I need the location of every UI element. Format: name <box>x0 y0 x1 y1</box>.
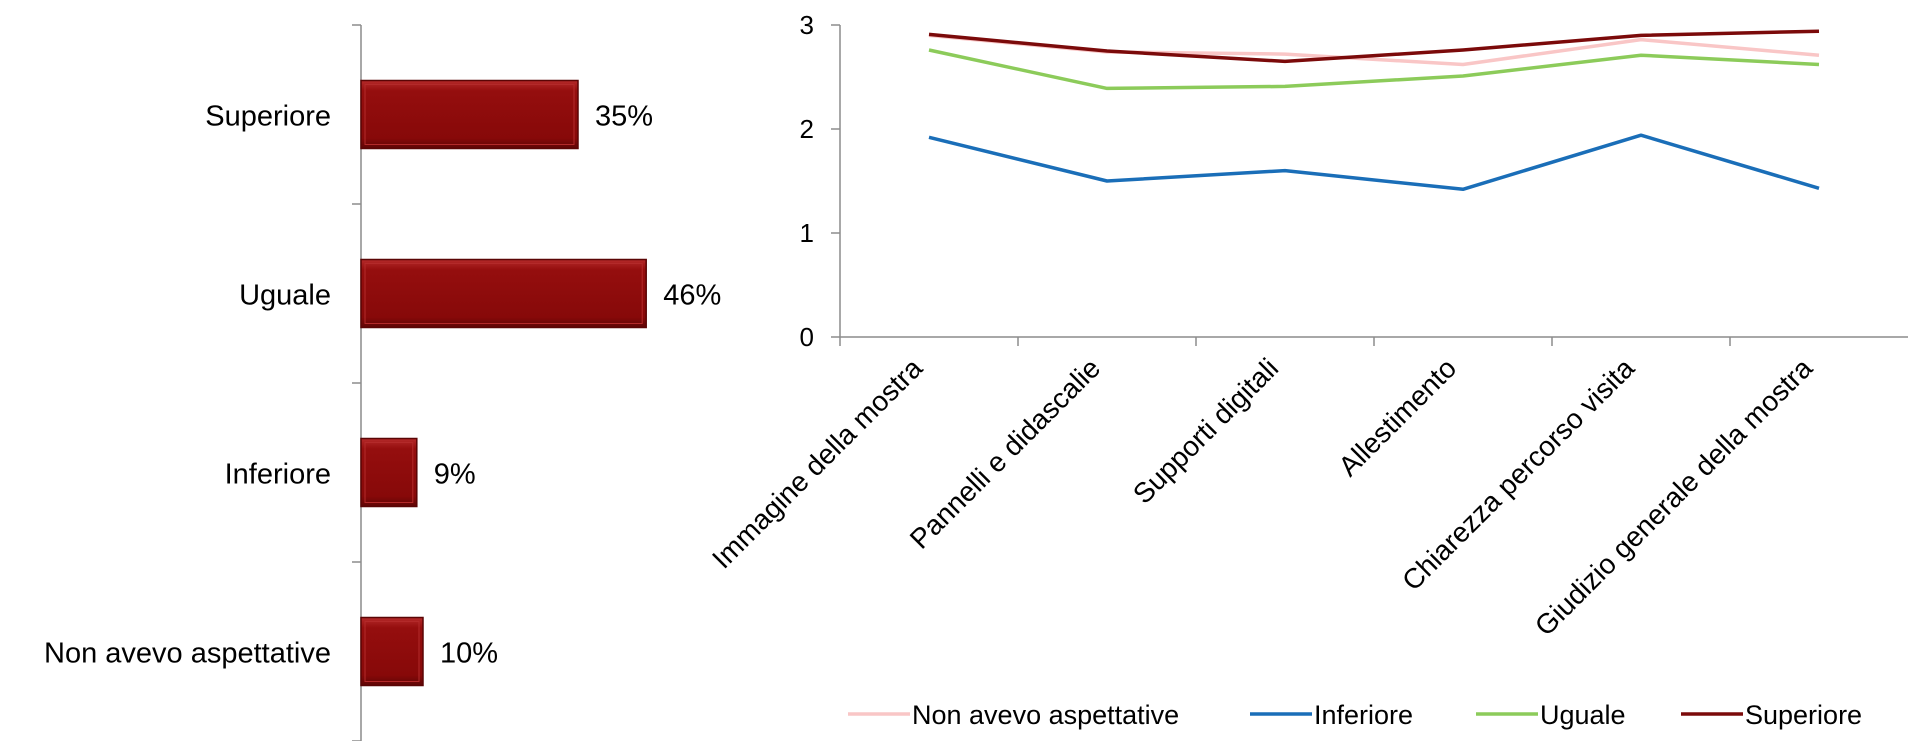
bar-category-label: Uguale <box>239 280 331 312</box>
bar-1 <box>360 258 647 329</box>
bar-2 <box>360 437 418 508</box>
line-category-label: Allestimento <box>1332 352 1462 482</box>
line-category-label: Giudizio generale della mostra <box>1529 352 1819 642</box>
legend-label: Uguale <box>1540 700 1626 730</box>
legend-label: Non avevo aspettative <box>912 700 1179 730</box>
line-y-tick-label: 0 <box>800 322 814 352</box>
bar-bevel-0 <box>364 84 575 145</box>
bar-value-label: 35% <box>595 101 653 133</box>
legend-label: Superiore <box>1745 700 1862 730</box>
bar-3 <box>360 616 424 687</box>
bar-0 <box>360 79 579 150</box>
series-line-3 <box>928 29 1820 64</box>
legend-label: Inferiore <box>1314 700 1413 730</box>
bar-value-label: 9% <box>434 459 476 491</box>
line-y-tick-label: 2 <box>800 114 814 144</box>
bar-bevel-2 <box>364 442 414 503</box>
bar-value-label: 46% <box>663 280 721 312</box>
series-line-2 <box>928 48 1820 91</box>
series-line-1 <box>928 133 1820 192</box>
line-category-label: Supporti digitali <box>1127 352 1284 509</box>
series-line-0 <box>928 33 1820 67</box>
bar-category-label: Superiore <box>205 101 331 133</box>
line-category-label: Immagine della mostra <box>706 352 928 574</box>
bar-category-label: Non avevo aspettative <box>44 638 331 670</box>
bar-category-label: Inferiore <box>225 459 331 491</box>
line-y-tick-label: 3 <box>800 10 814 40</box>
bar-chart: Superiore 35% Uguale 46% Inferiore 9% Non avev… <box>44 24 721 741</box>
bar-bevel-1 <box>364 263 643 324</box>
bar-bevel-3 <box>364 621 420 682</box>
line-category-label: Pannelli e didascalie <box>904 352 1106 554</box>
bar-value-label: 10% <box>440 638 498 670</box>
line-y-tick-label: 1 <box>800 218 814 248</box>
